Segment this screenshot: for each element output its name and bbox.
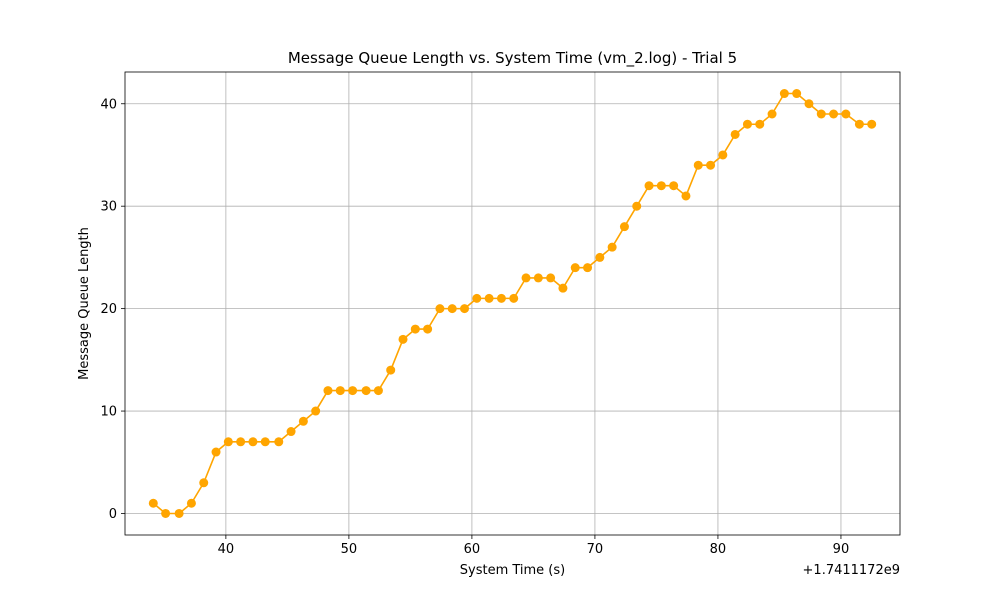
- data-point: [521, 273, 531, 283]
- data-point: [854, 119, 864, 129]
- data-point: [607, 242, 617, 252]
- data-point: [632, 201, 642, 211]
- data-point: [223, 437, 233, 447]
- series-group: [148, 89, 877, 518]
- data-point: [829, 109, 839, 119]
- data-point: [398, 334, 408, 344]
- y-axis-label: Message Queue Length: [77, 227, 92, 380]
- data-point: [460, 304, 470, 314]
- data-point: [472, 293, 482, 303]
- plot-frame: [124, 71, 901, 536]
- data-point: [767, 109, 777, 119]
- data-point: [755, 119, 765, 129]
- data-point: [816, 109, 826, 119]
- data-point: [841, 109, 851, 119]
- data-point: [706, 160, 716, 170]
- data-point: [595, 252, 605, 262]
- data-point: [323, 386, 333, 396]
- data-point: [186, 498, 196, 508]
- data-point: [298, 416, 308, 426]
- chart-title: Message Queue Length vs. System Time (vm…: [288, 49, 737, 68]
- data-point: [644, 181, 654, 191]
- data-point: [730, 129, 740, 139]
- x-tick-label: 70: [587, 542, 604, 557]
- data-point: [211, 447, 221, 457]
- data-point: [373, 386, 383, 396]
- data-point: [274, 437, 284, 447]
- data-point: [583, 263, 593, 273]
- x-axis-offset-label: +1.7411172e9: [803, 563, 900, 578]
- data-point: [619, 222, 629, 232]
- y-tick-label: 40: [100, 97, 117, 112]
- data-point: [509, 293, 519, 303]
- data-point: [236, 437, 246, 447]
- x-tick-label: 40: [218, 542, 235, 557]
- data-point: [361, 386, 371, 396]
- data-point: [804, 99, 814, 109]
- x-tick-label: 80: [710, 542, 727, 557]
- data-point: [248, 437, 258, 447]
- y-tick-label: 30: [100, 200, 117, 215]
- data-point: [792, 89, 802, 99]
- data-point: [570, 263, 580, 273]
- x-tick-label: 50: [341, 542, 358, 557]
- x-tick-label: 60: [464, 542, 481, 557]
- data-point: [742, 119, 752, 129]
- x-axis-label: System Time (s): [460, 563, 565, 578]
- data-point: [779, 89, 789, 99]
- data-point: [148, 498, 158, 508]
- data-point: [484, 293, 494, 303]
- x-tick-label: 90: [833, 542, 850, 557]
- data-point: [558, 283, 568, 293]
- data-point: [199, 478, 209, 488]
- data-point: [348, 386, 358, 396]
- data-point: [533, 273, 543, 283]
- data-point: [546, 273, 556, 283]
- y-tick-label: 0: [109, 507, 117, 522]
- data-point: [286, 427, 296, 437]
- data-point: [174, 508, 184, 518]
- data-point: [435, 304, 445, 314]
- ticks: 40 50 60 70 80 90 0 10 20 30 40: [100, 97, 849, 557]
- data-point: [656, 181, 666, 191]
- data-point: [496, 293, 506, 303]
- data-point: [718, 150, 728, 160]
- data-point: [386, 365, 396, 375]
- data-point: [681, 191, 691, 201]
- y-tick-label: 10: [100, 405, 117, 420]
- data-point: [867, 119, 877, 129]
- data-point: [423, 324, 433, 334]
- data-point: [260, 437, 270, 447]
- data-point: [447, 304, 457, 314]
- data-point: [311, 406, 321, 416]
- data-point: [335, 386, 345, 396]
- data-point: [669, 181, 679, 191]
- data-point: [410, 324, 420, 334]
- data-point: [693, 160, 703, 170]
- data-point: [161, 508, 171, 518]
- y-tick-label: 20: [100, 302, 117, 317]
